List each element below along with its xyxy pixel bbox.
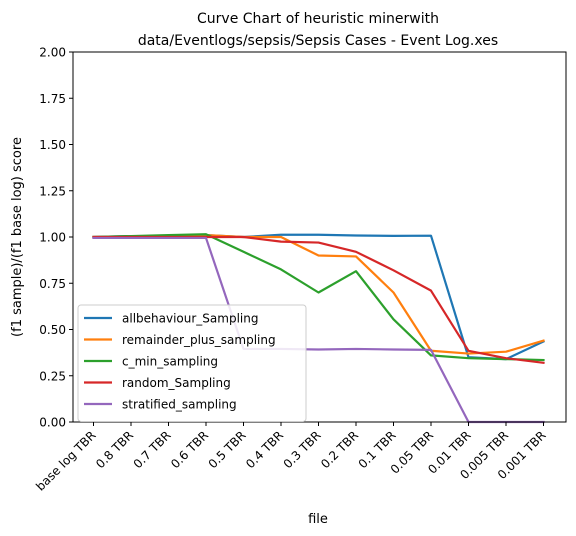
x-tick-label: 0.3 TBR	[281, 428, 324, 471]
legend-box	[77, 304, 307, 422]
chart-title-line2: data/Eventlogs/sepsis/Sepsis Cases - Eve…	[138, 33, 498, 49]
x-tick-label: 0.5 TBR	[206, 428, 249, 471]
chart-title-line1: Curve Chart of heuristic minerwith	[197, 11, 439, 27]
y-tick-label: 1.25	[39, 184, 66, 198]
legend-label: allbehaviour_Sampling	[122, 312, 258, 326]
y-tick-label: 0.75	[39, 277, 66, 291]
legend-label: stratified_sampling	[122, 398, 237, 412]
y-axis: 0.00 0.25 0.50 0.75 1.00 1.25 1.50 1.75 2.00	[39, 46, 73, 430]
x-tick-label: 0.8 TBR	[93, 428, 136, 471]
x-tick-label: 0.2 TBR	[318, 428, 361, 471]
x-tick-label: base log TBR	[33, 428, 98, 493]
y-tick-label: 0.50	[39, 323, 66, 337]
y-tick-label: 0.25	[39, 369, 66, 383]
y-tick-label: 1.00	[39, 231, 66, 245]
y-tick-label: 2.00	[39, 46, 66, 60]
legend-label: remainder_plus_sampling	[122, 333, 276, 347]
x-tick-label: 0.6 TBR	[168, 428, 211, 471]
y-tick-label: 1.50	[39, 138, 66, 152]
y-axis-label: (f1 sample)/(f1 base log) score	[10, 137, 25, 337]
legend-label: random_Sampling	[122, 376, 231, 390]
y-tick-label: 0.00	[39, 416, 66, 430]
x-axis-label: file	[308, 512, 328, 527]
legend-label: c_min_sampling	[122, 355, 218, 369]
plot-area	[92, 233, 545, 424]
series-line-c-min-sampling	[92, 233, 545, 362]
y-tick-label: 1.75	[39, 92, 66, 106]
legend: allbehaviour_Sampling remainder_plus_samp…	[77, 304, 307, 422]
x-tick-label: 0.7 TBR	[131, 428, 174, 471]
x-tick-label: 0.4 TBR	[243, 428, 286, 471]
